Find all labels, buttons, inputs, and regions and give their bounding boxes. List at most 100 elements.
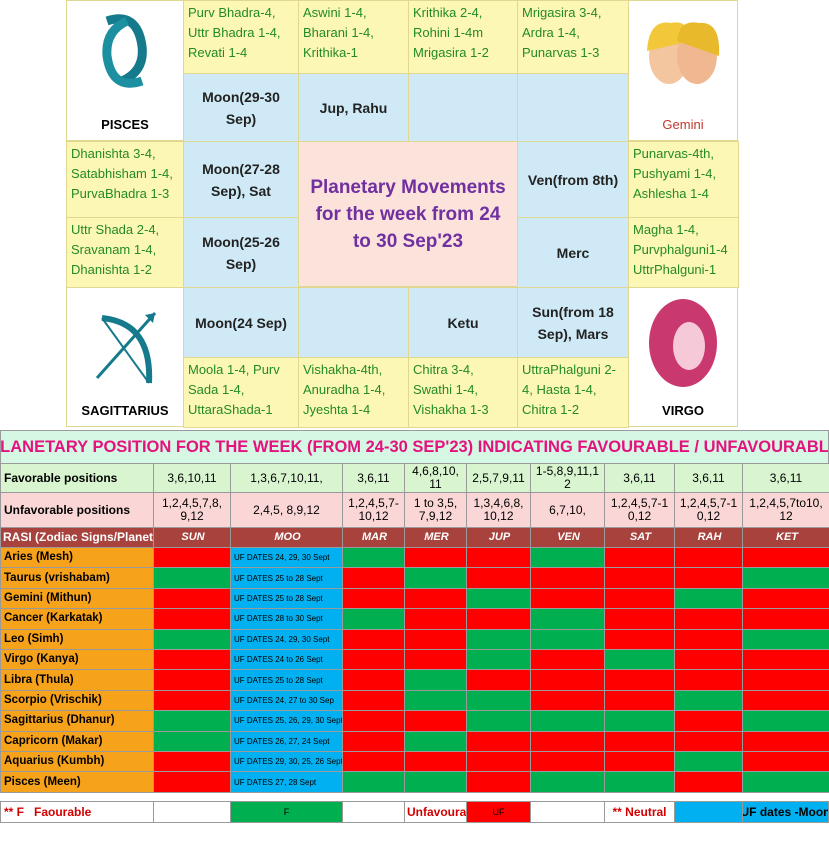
status-cell xyxy=(466,751,531,773)
status-cell xyxy=(742,730,829,752)
status-cell xyxy=(404,689,467,712)
position-cell: 1,3,6,7,10,11, xyxy=(230,463,343,493)
header-cell: MER xyxy=(404,527,467,548)
chart-title: Planetary Movements for the week from 24… xyxy=(298,141,518,287)
position-cell: 1,2,4,5,7-10,12 xyxy=(604,492,675,528)
nakshatra-cell: Aswini 1-4, Bharani 1-4, Krithika-1 xyxy=(298,0,409,74)
position-cell: 1 to 3,5,7,9,12 xyxy=(404,492,467,528)
status-cell xyxy=(342,771,405,793)
legend-swatch: UF xyxy=(466,801,531,823)
header-cell: SUN xyxy=(153,527,231,548)
status-cell xyxy=(153,689,231,712)
legend-blank xyxy=(153,801,231,823)
status-cell xyxy=(530,567,605,589)
status-cell xyxy=(674,710,743,732)
status-cell xyxy=(742,628,829,650)
nakshatra-cell: Uttr Shada 2-4, Sravanam 1-4, Dhanishta … xyxy=(66,217,184,288)
status-cell xyxy=(153,567,231,589)
status-cell xyxy=(404,649,467,671)
position-cell: 1,2,4,5,7-10,12 xyxy=(674,492,743,528)
virgo-cell: VIRGO xyxy=(628,287,738,427)
status-cell xyxy=(466,771,531,793)
position-cell: 1,2,4,5,7to10,12 xyxy=(742,492,829,528)
status-cell xyxy=(604,547,675,569)
status-cell xyxy=(530,751,605,773)
table-title: PLANETARY POSITION FOR THE WEEK (FROM 24… xyxy=(0,430,829,464)
sign-label: VIRGO xyxy=(662,403,704,418)
moon-cell: UF DATES 25 to 28 Sept xyxy=(230,587,343,610)
header-cell: RASI (Zodiac Signs/Planets xyxy=(0,527,154,548)
position-cell: 3,6,11 xyxy=(604,463,675,493)
status-cell xyxy=(604,587,675,610)
virgo-icon xyxy=(649,299,717,387)
rasi-cell: Virgo (Kanya) xyxy=(0,649,154,671)
status-cell xyxy=(530,730,605,752)
status-cell xyxy=(674,587,743,610)
status-cell xyxy=(342,730,405,752)
status-cell xyxy=(604,771,675,793)
status-cell xyxy=(404,751,467,773)
nakshatra-cell: Chitra 3-4, Swathi 1-4, Vishakha 1-3 xyxy=(408,357,518,428)
status-cell xyxy=(742,567,829,589)
rasi-cell: Leo (Simh) xyxy=(0,628,154,650)
moon-cell: UF DATES 24, 27 to 30 Sep xyxy=(230,689,343,712)
position-cell: 1,2,4,5,7,8,9,12 xyxy=(153,492,231,528)
status-cell xyxy=(153,587,231,610)
status-cell xyxy=(153,730,231,752)
moon-cell: UF DATES 27, 28 Sept xyxy=(230,771,343,793)
nakshatra-cell: Moola 1-4, Purv Sada 1-4, UttaraShada-1 xyxy=(183,357,299,428)
planet-cell: Ketu xyxy=(408,287,518,358)
status-cell xyxy=(604,608,675,630)
rasi-cell: Capricorn (Makar) xyxy=(0,730,154,752)
rasi-cell: Libra (Thula) xyxy=(0,669,154,691)
status-cell xyxy=(153,771,231,793)
status-cell xyxy=(153,649,231,671)
position-cell: 3,6,11 xyxy=(742,463,829,493)
sign-label: PISCES xyxy=(101,117,149,132)
status-cell xyxy=(404,730,467,752)
status-cell xyxy=(342,649,405,671)
status-cell xyxy=(153,751,231,773)
moon-cell: UF DATES 24 to 26 Sept xyxy=(230,649,343,671)
rasi-cell: Taurus (vrishabam) xyxy=(0,567,154,589)
pisces-icon xyxy=(102,14,147,88)
nakshatra-cell: Vishakha-4th, Anuradha 1-4, Jyeshta 1-4 xyxy=(298,357,409,428)
status-cell xyxy=(742,751,829,773)
moon-cell: UF DATES 25, 26, 29, 30 Sept xyxy=(230,710,343,732)
gemini-cell: Gemini xyxy=(628,0,738,141)
legend-swatch: F xyxy=(230,801,343,823)
status-cell xyxy=(404,567,467,589)
nakshatra-cell: UttraPhalguni 2-4, Hasta 1-4, Chitra 1-2 xyxy=(517,357,629,428)
status-cell xyxy=(742,689,829,712)
pisces-cell: PISCES xyxy=(66,0,184,141)
status-cell xyxy=(342,689,405,712)
planet-cell xyxy=(408,73,518,142)
status-cell xyxy=(604,669,675,691)
status-cell xyxy=(742,771,829,793)
legend-text: ** F Faourable xyxy=(0,801,154,823)
position-cell: 1,2,4,5,7-10,12 xyxy=(342,492,405,528)
moon-cell: UF DATES 24, 29, 30 Sept xyxy=(230,628,343,650)
status-cell xyxy=(342,669,405,691)
moon-cell: UF DATES 26, 27, 24 Sept xyxy=(230,730,343,752)
planet-cell: Merc xyxy=(517,217,629,288)
status-cell xyxy=(674,547,743,569)
status-cell xyxy=(742,587,829,610)
status-cell xyxy=(742,547,829,569)
status-cell xyxy=(404,608,467,630)
header-cell: SAT xyxy=(604,527,675,548)
status-cell xyxy=(530,649,605,671)
status-cell xyxy=(466,587,531,610)
status-cell xyxy=(466,730,531,752)
row-label: Favorable positions xyxy=(0,463,154,493)
status-cell xyxy=(530,547,605,569)
position-cell: 1,3,4,6,8,10,12 xyxy=(466,492,531,528)
rasi-cell: Scorpio (Vrischik) xyxy=(0,689,154,712)
status-cell xyxy=(604,689,675,712)
position-cell: 3,6,11 xyxy=(674,463,743,493)
legend-text: UF dates -Moon xyxy=(742,801,829,823)
status-cell xyxy=(604,649,675,671)
position-cell: 2,4,5, 8,9,12 xyxy=(230,492,343,528)
status-cell xyxy=(530,587,605,610)
